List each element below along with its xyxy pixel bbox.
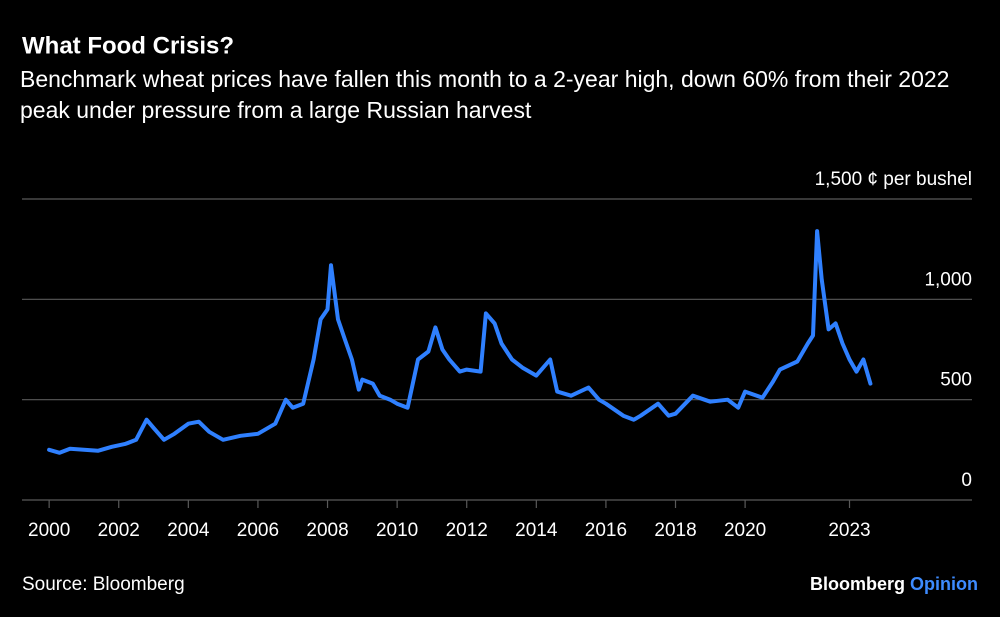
x-tick-label: 2000 xyxy=(28,520,70,541)
y-tick-label: 1,000 xyxy=(924,269,972,290)
chart-subtitle: Benchmark wheat prices have fallen this … xyxy=(20,66,950,123)
brand: Bloomberg Opinion xyxy=(810,574,978,594)
x-tick-label: 2010 xyxy=(376,520,418,541)
brand-name: Bloomberg xyxy=(810,574,905,594)
x-tick-label: 2016 xyxy=(585,520,627,541)
x-tick-label: 2014 xyxy=(515,520,558,541)
x-tick-label: 2023 xyxy=(828,520,870,541)
source: Source: Bloomberg xyxy=(22,574,185,595)
y-tick-label: 1,500 ¢ per bushel xyxy=(815,169,972,190)
y-tick-label: 0 xyxy=(961,470,972,491)
price-line xyxy=(47,229,873,455)
x-tick-label: 2002 xyxy=(98,520,140,541)
x-tick-label: 2008 xyxy=(306,520,348,541)
chart-title: What Food Crisis? xyxy=(22,32,234,59)
x-tick-label: 2012 xyxy=(446,520,488,541)
y-tick-label: 500 xyxy=(940,370,972,391)
brand-suffix: Opinion xyxy=(910,574,978,594)
x-tick-label: 2006 xyxy=(237,520,279,541)
subtitle-box: Benchmark wheat prices have fallen this … xyxy=(20,66,950,123)
x-tick-label: 2018 xyxy=(654,520,696,541)
x-tick-label: 2004 xyxy=(167,520,210,541)
x-tick-label: 2020 xyxy=(724,520,766,541)
